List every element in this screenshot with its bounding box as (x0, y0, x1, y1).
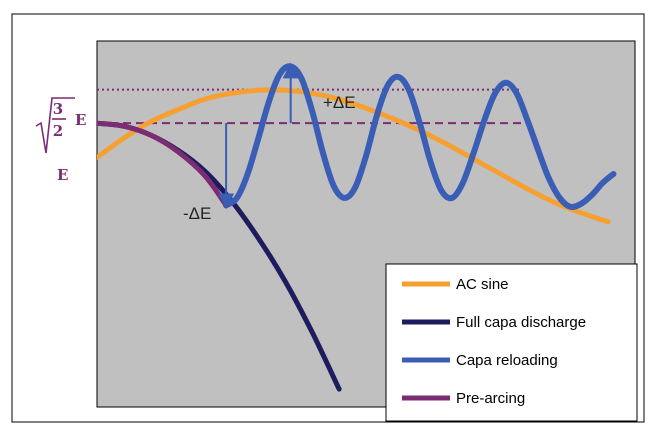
legend-label-pre-arcing: Pre-arcing (456, 390, 525, 407)
legend: AC sine Full capa discharge Capa reloading… (385, 263, 638, 422)
y-label-fraction-denominator: 2 (53, 122, 63, 140)
series-line-pre-arcing (97, 120, 229, 208)
y-label-fraction-numerator: 3 (53, 100, 63, 118)
radical-sign (35, 97, 75, 154)
annotation-plus-delta-e: +ΔE (323, 93, 356, 112)
series-line-ac-sine (97, 87, 611, 225)
annotation-minus-delta-e: -ΔE (183, 204, 211, 223)
legend-label-full-capa-discharge: Full capa discharge (456, 314, 586, 331)
legend-box (385, 263, 638, 422)
y-label-sqrt-three-halves-e: 3 2 E (35, 97, 86, 154)
legend-label-capa-reloading: Capa reloading (456, 352, 558, 369)
legend-label-ac-sine: AC sine (456, 276, 509, 293)
y-label-e: E (57, 166, 68, 184)
y-label-sqrt-suffix: E (75, 111, 86, 129)
